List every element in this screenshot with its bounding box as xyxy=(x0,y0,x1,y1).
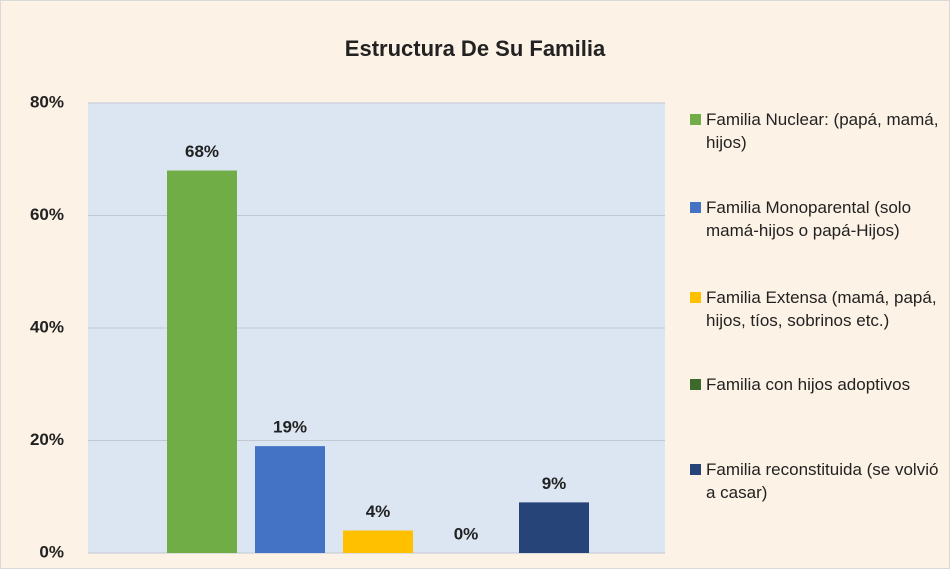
legend-label: Familia reconstituida (se volvió a casar… xyxy=(706,460,939,502)
legend-label: Familia Nuclear: (papá, mamá, hijos) xyxy=(706,110,939,152)
legend-label: Familia con hijos adoptivos xyxy=(706,375,911,394)
y-tick-label: 80% xyxy=(30,92,64,111)
y-tick-label: 0% xyxy=(39,542,64,561)
y-tick-label: 60% xyxy=(30,205,64,224)
bar xyxy=(167,170,237,553)
data-label: 4% xyxy=(366,502,391,521)
legend-item: Familia reconstituida (se volvió a casar… xyxy=(690,458,946,504)
legend-swatch xyxy=(690,202,701,213)
legend-swatch xyxy=(690,379,701,390)
data-label: 19% xyxy=(273,418,307,437)
bar xyxy=(255,446,325,553)
data-label: 68% xyxy=(185,142,219,161)
data-label: 9% xyxy=(542,474,567,493)
y-tick-label: 20% xyxy=(30,430,64,449)
legend-swatch xyxy=(690,292,701,303)
bar xyxy=(519,502,589,553)
legend-swatch xyxy=(690,114,701,125)
legend-item: Familia Extensa (mamá, papá, hijos, tíos… xyxy=(690,286,946,332)
legend-item: Familia Monoparental (solo mamá-hijos o … xyxy=(690,196,946,242)
chart-title: Estructura De Su Familia xyxy=(345,36,606,61)
y-tick-label: 40% xyxy=(30,317,64,336)
legend-item: Familia Nuclear: (papá, mamá, hijos) xyxy=(690,108,946,154)
legend-swatch xyxy=(690,464,701,475)
legend-label: Familia Extensa (mamá, papá, hijos, tíos… xyxy=(706,288,937,330)
data-label: 0% xyxy=(454,524,479,543)
bar xyxy=(343,530,413,553)
legend-item: Familia con hijos adoptivos xyxy=(690,373,946,396)
legend-label: Familia Monoparental (solo mamá-hijos o … xyxy=(706,198,912,240)
